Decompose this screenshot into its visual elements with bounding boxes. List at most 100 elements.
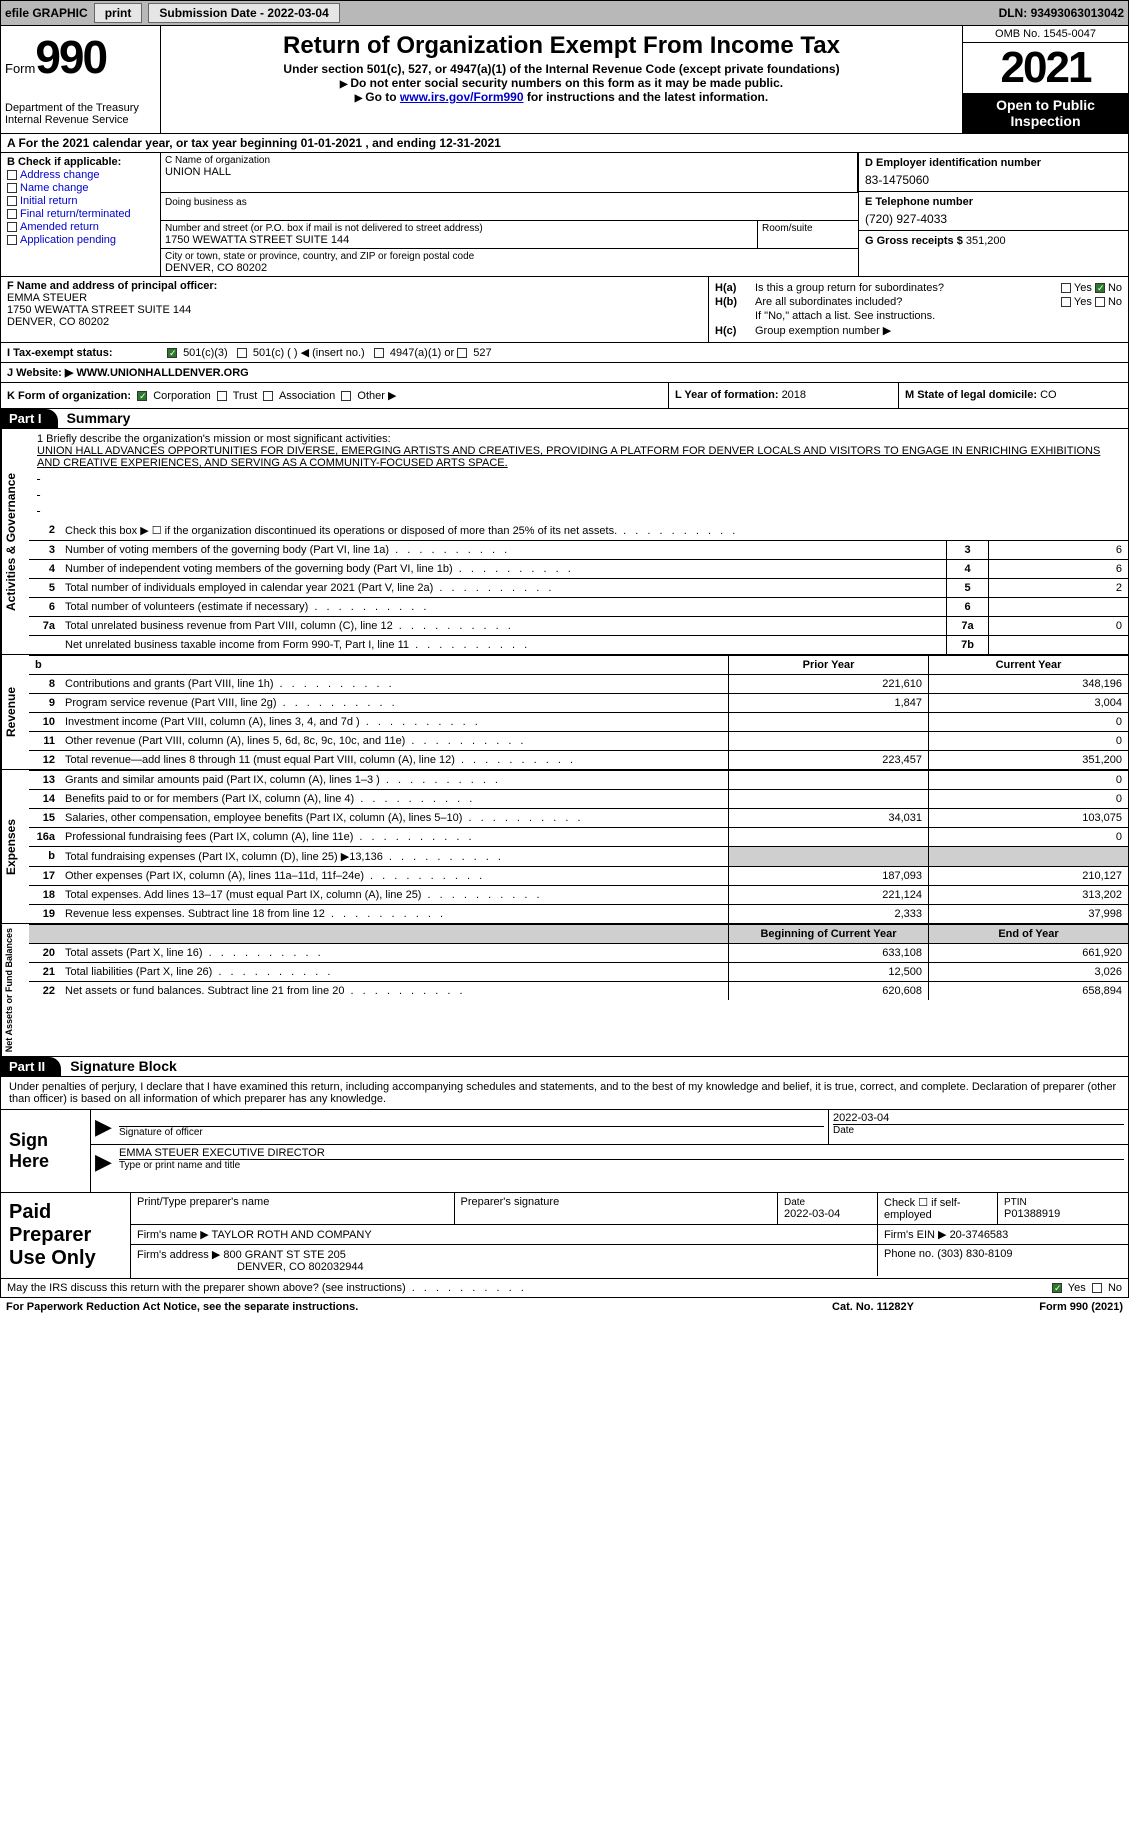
sign-here-label: Sign Here [1, 1110, 91, 1192]
firm-ein: Firm's EIN ▶ 20-3746583 [878, 1225, 1128, 1244]
part-2-tag: Part II [1, 1057, 61, 1076]
header-middle: Return of Organization Exempt From Incom… [161, 26, 963, 133]
prior-year-val [728, 847, 928, 866]
table-row: 20Total assets (Part X, line 16)633,1086… [29, 943, 1128, 962]
dba-cell: Doing business as [161, 193, 858, 221]
line-text: Contributions and grants (Part VIII, lin… [61, 675, 728, 693]
chk-final-return[interactable]: Final return/terminated [7, 208, 154, 220]
sig-date-cell: 2022-03-04 Date [828, 1110, 1128, 1144]
line-num: 21 [29, 963, 61, 981]
addr-cell: Number and street (or P.O. box if mail i… [161, 221, 758, 248]
line-text: Professional fundraising fees (Part IX, … [61, 828, 728, 846]
line-text: Net assets or fund balances. Subtract li… [61, 982, 728, 1000]
part-1-title: Summary [67, 410, 131, 426]
chk-assoc[interactable]: Association [263, 390, 335, 402]
ha-yesno: Yes No [1061, 282, 1122, 294]
preparer-block: Paid Preparer Use Only Print/Type prepar… [0, 1193, 1129, 1279]
line-val: 6 [988, 560, 1128, 578]
chk-501c[interactable]: 501(c) ( ) ◀ (insert no.) [237, 346, 365, 359]
gov-line: 7aTotal unrelated business revenue from … [29, 616, 1128, 635]
expenses-section: Expenses 13Grants and similar amounts pa… [0, 770, 1129, 924]
current-year-val: 0 [928, 790, 1128, 808]
hdr-boy: Beginning of Current Year [728, 925, 928, 943]
print-button[interactable]: print [94, 3, 143, 23]
sig-row-1: ▶ Signature of officer 2022-03-04 Date [91, 1110, 1128, 1145]
prior-year-val: 221,124 [728, 886, 928, 904]
chk-application-pending[interactable]: Application pending [7, 234, 154, 246]
chk-501c3[interactable]: 501(c)(3) [167, 347, 228, 359]
line-box: 6 [946, 598, 988, 616]
line-num: 3 [29, 541, 61, 559]
part-2-header: Part II Signature Block [0, 1057, 1129, 1077]
gross-lbl: G Gross receipts $ [865, 235, 966, 247]
prior-year-val: 34,031 [728, 809, 928, 827]
chk-amended-return[interactable]: Amended return [7, 221, 154, 233]
line-text: Total number of volunteers (estimate if … [61, 598, 946, 616]
prep-name-hdr: Print/Type preparer's name [131, 1193, 455, 1224]
org-name-cell: C Name of organization UNION HALL [161, 153, 858, 193]
current-year-val [928, 847, 1128, 866]
line-num: 16a [29, 828, 61, 846]
current-year-val: 3,026 [928, 963, 1128, 981]
gov-line: Net unrelated business taxable income fr… [29, 635, 1128, 654]
footer: For Paperwork Reduction Act Notice, see … [0, 1298, 1129, 1316]
sig-arrow-icon-2: ▶ [91, 1145, 115, 1179]
mission-blank-2 [37, 485, 1120, 501]
dept-label: Department of the Treasury Internal Reve… [5, 102, 156, 126]
current-year-val: 0 [928, 771, 1128, 789]
line-box: 7b [946, 636, 988, 654]
chk-address-change[interactable]: Address change [7, 169, 154, 181]
table-row: 16aProfessional fundraising fees (Part I… [29, 827, 1128, 846]
current-year-val: 103,075 [928, 809, 1128, 827]
chk-name-change[interactable]: Name change [7, 182, 154, 194]
firm-phone: Phone no. (303) 830-8109 [878, 1245, 1128, 1276]
chk-initial-return[interactable]: Initial return [7, 195, 154, 207]
line-text: Salaries, other compensation, employee b… [61, 809, 728, 827]
prior-year-val: 223,457 [728, 751, 928, 769]
line-box: 5 [946, 579, 988, 597]
current-year-val: 210,127 [928, 867, 1128, 885]
firm-name: Firm's name ▶ TAYLOR ROTH AND COMPANY [131, 1225, 878, 1244]
line-num: 19 [29, 905, 61, 923]
line-val: 6 [988, 541, 1128, 559]
pra-notice: For Paperwork Reduction Act Notice, see … [6, 1301, 773, 1313]
line-box: 7a [946, 617, 988, 635]
line-num: 22 [29, 982, 61, 1000]
line-num [29, 636, 61, 654]
line-text: Revenue less expenses. Subtract line 18 … [61, 905, 728, 923]
table-row: 14Benefits paid to or for members (Part … [29, 789, 1128, 808]
line-text: Total number of individuals employed in … [61, 579, 946, 597]
form-title: Return of Organization Exempt From Incom… [165, 32, 958, 60]
chk-trust[interactable]: Trust [217, 390, 258, 402]
line-text: Other expenses (Part IX, column (A), lin… [61, 867, 728, 885]
prior-year-val: 2,333 [728, 905, 928, 923]
mission-lead: 1 Briefly describe the organization's mi… [37, 433, 1120, 445]
chk-corp[interactable]: Corporation [137, 390, 211, 402]
hdr-eoy: End of Year [928, 925, 1128, 943]
chk-527[interactable]: 527 [457, 347, 491, 359]
officer-printed: EMMA STEUER EXECUTIVE DIRECTOR Type or p… [115, 1145, 1128, 1179]
box-b: B Check if applicable: Address change Na… [1, 153, 161, 276]
table-row: 19Revenue less expenses. Subtract line 1… [29, 904, 1128, 923]
ein-lbl: D Employer identification number [865, 157, 1122, 169]
line-num: 9 [29, 694, 61, 712]
line-text: Total unrelated business revenue from Pa… [61, 617, 946, 635]
box-e: E Telephone number (720) 927-4033 [859, 192, 1128, 231]
goto-line: Go to www.irs.gov/Form990 for instructio… [165, 90, 958, 104]
submission-date-button[interactable]: Submission Date - 2022-03-04 [148, 3, 339, 23]
line-box: 4 [946, 560, 988, 578]
chk-4947[interactable]: 4947(a)(1) or [374, 347, 454, 359]
chk-other[interactable]: Other ▶ [341, 390, 396, 402]
sig-row-2: ▶ EMMA STEUER EXECUTIVE DIRECTOR Type or… [91, 1145, 1128, 1179]
h-a: H(a) Is this a group return for subordin… [715, 282, 1122, 294]
officer-name: EMMA STEUER [7, 292, 702, 304]
city-cell: City or town, state or province, country… [161, 248, 858, 276]
line-val [988, 598, 1128, 616]
line-text: Total liabilities (Part X, line 26) [61, 963, 728, 981]
table-row: 21Total liabilities (Part X, line 26)12,… [29, 962, 1128, 981]
line-text: Number of voting members of the governin… [61, 541, 946, 559]
irs-link[interactable]: www.irs.gov/Form990 [400, 90, 524, 104]
table-row: 15Salaries, other compensation, employee… [29, 808, 1128, 827]
website-val: WWW.UNIONHALLDENVER.ORG [76, 367, 248, 379]
table-row: 22Net assets or fund balances. Subtract … [29, 981, 1128, 1000]
